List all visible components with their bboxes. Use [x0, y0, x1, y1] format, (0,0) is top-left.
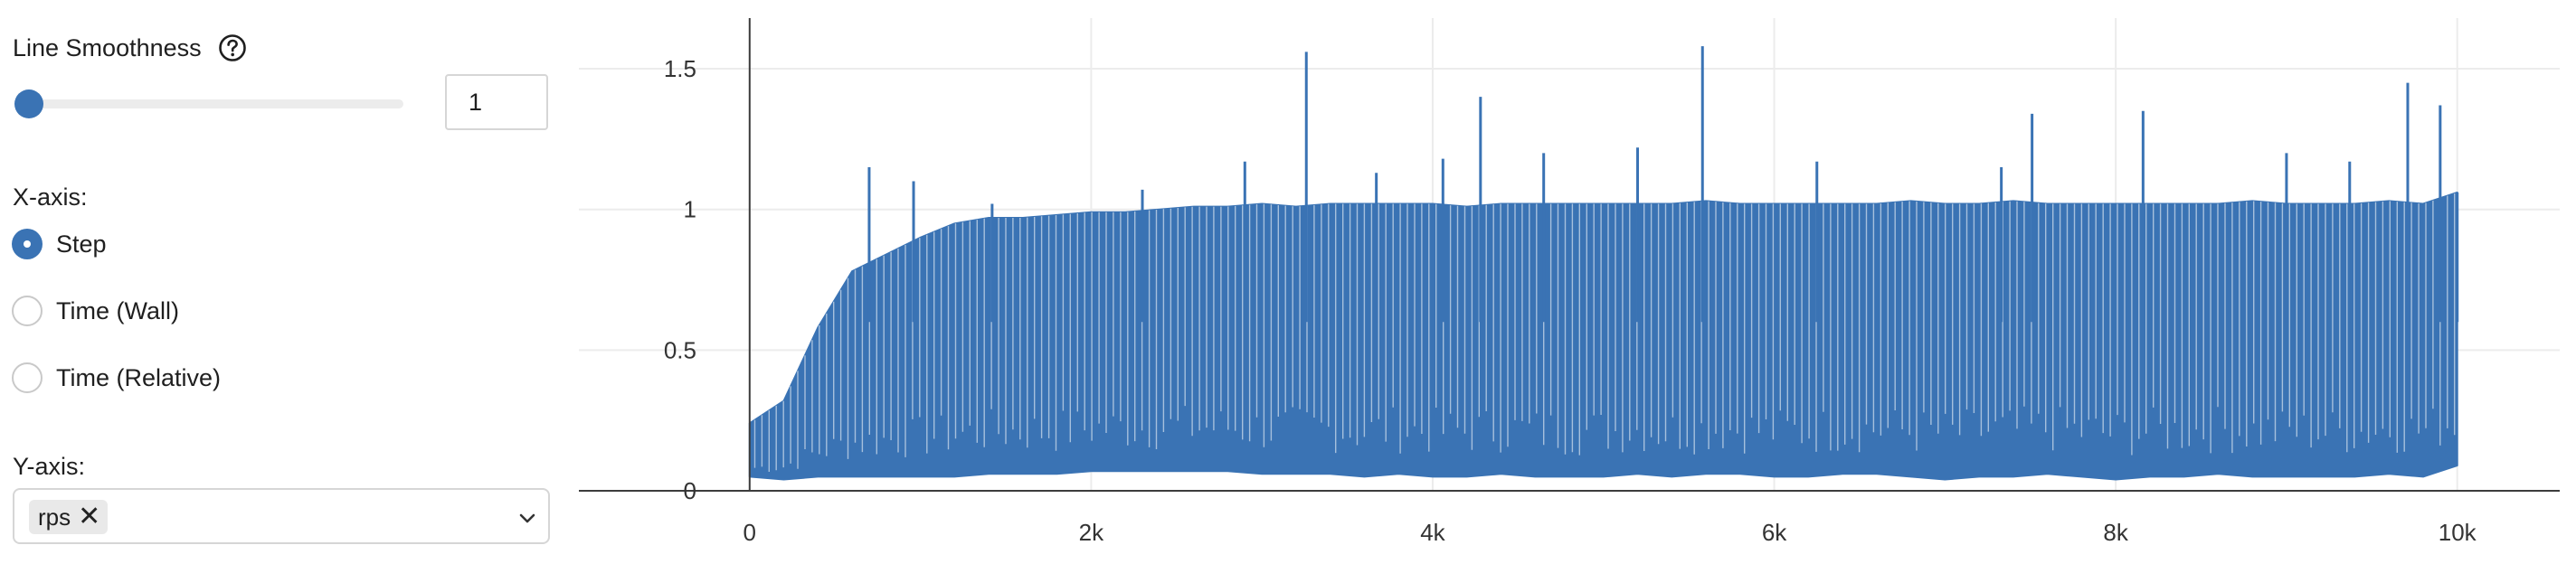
y-axis-chip-rps: rps ✕ [29, 500, 109, 534]
x-tick-label: 8k [2103, 519, 2128, 546]
y-axis-label: Y-axis: [13, 453, 86, 480]
x-tick-label: 6k [1762, 519, 1787, 546]
y-axis-select[interactable]: rps ✕ [13, 488, 550, 544]
series-line-rps [748, 192, 2458, 481]
smoothing-value-input[interactable] [445, 74, 548, 130]
y-tick-label: 0.5 [664, 336, 696, 363]
x-tick-label: 10k [2439, 519, 2477, 546]
x-axis-label: X-axis: [13, 183, 88, 211]
smoothing-slider-thumb[interactable] [14, 89, 43, 118]
x-tick-label: 2k [1079, 519, 1104, 546]
x-tick-label: 0 [743, 519, 756, 546]
chip-label: rps [38, 503, 71, 531]
radio-time-wall[interactable] [12, 296, 43, 326]
controls-panel: Line Smoothness X-axis: Step Time (Wall)… [0, 0, 579, 564]
y-tick-label: 1.5 [664, 55, 696, 82]
help-icon[interactable] [218, 33, 247, 62]
y-tick-label: 1 [684, 196, 696, 223]
radio-time-relative-label: Time (Relative) [56, 364, 222, 391]
x-tick-label: 4k [1420, 519, 1445, 546]
radio-time-relative[interactable] [12, 362, 43, 393]
radio-step-label: Step [56, 230, 107, 258]
close-icon[interactable]: ✕ [78, 502, 101, 531]
radio-step[interactable] [12, 229, 43, 259]
y-tick-label: 0 [684, 477, 696, 504]
chevron-down-icon[interactable] [517, 508, 537, 528]
smoothing-slider-track[interactable] [27, 99, 403, 108]
rps-line-chart: 0 2k 4k 6k 8k 10k 0 0.5 1 1.5 [579, 18, 2560, 546]
line-smoothness-label: Line Smoothness [13, 34, 202, 61]
radio-time-wall-label: Time (Wall) [56, 297, 179, 324]
